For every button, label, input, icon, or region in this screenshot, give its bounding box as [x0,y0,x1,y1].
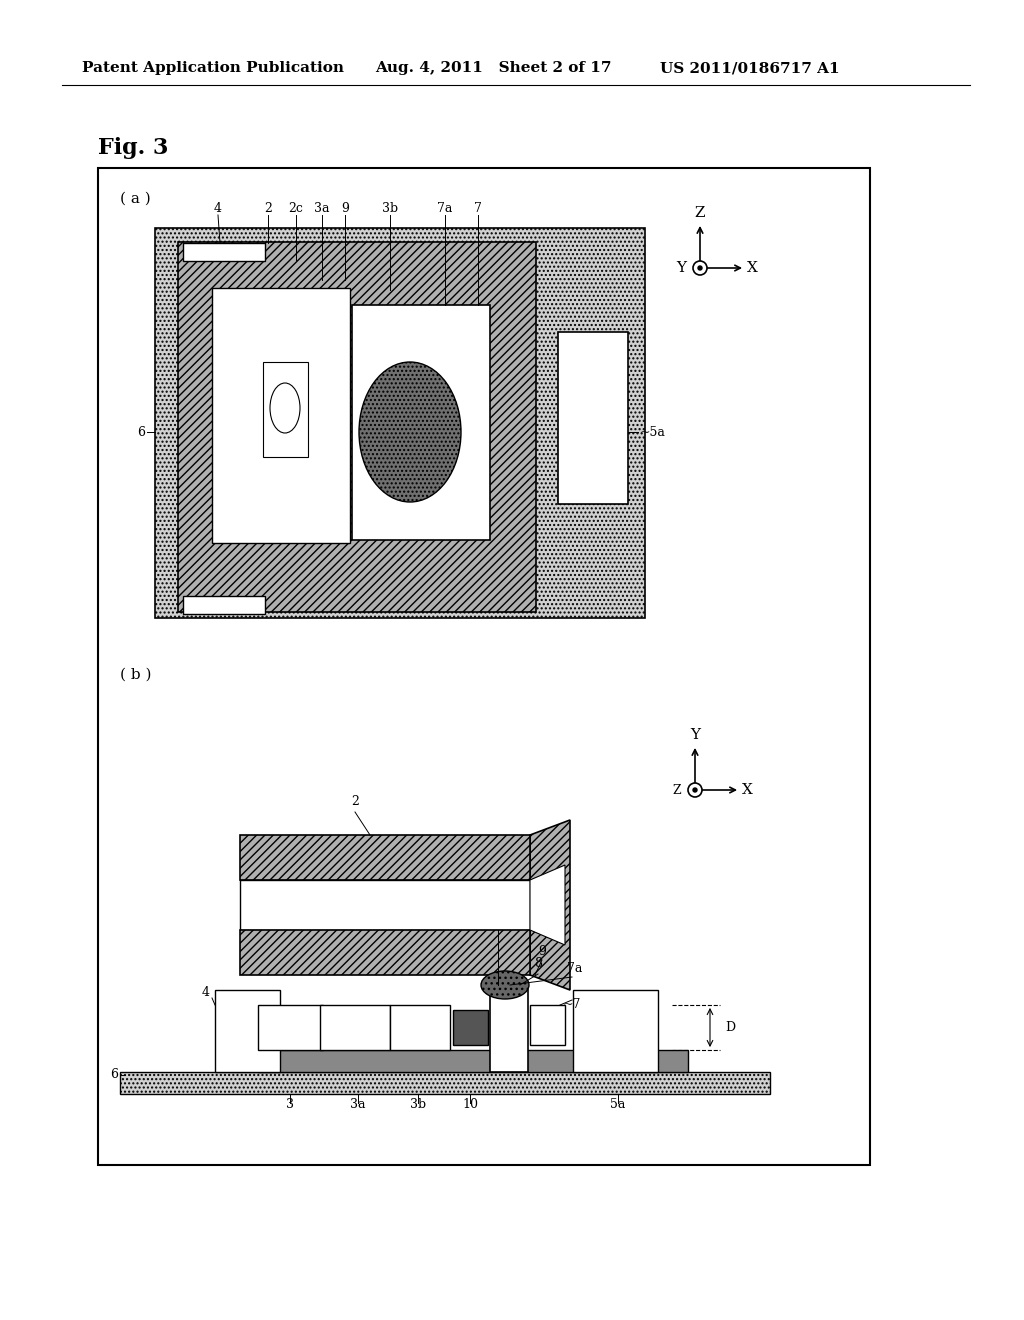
Text: ~7: ~7 [563,998,582,1011]
Bar [573,990,658,1072]
Bar [240,931,530,975]
Text: 2c: 2c [289,202,303,215]
Ellipse shape [481,972,529,999]
Text: 2: 2 [264,202,272,215]
Text: 3b: 3b [410,1098,426,1111]
Text: US 2011/0186717 A1: US 2011/0186717 A1 [660,61,840,75]
Bar [258,1005,323,1049]
Text: 4: 4 [202,986,210,998]
Ellipse shape [693,788,697,792]
Text: ~5a: ~5a [640,425,666,438]
Bar [215,990,280,1072]
Bar [530,1005,565,1045]
Text: 3a: 3a [314,202,330,215]
Bar [352,305,490,540]
Text: 3a: 3a [350,1098,366,1111]
Text: Z: Z [673,784,681,796]
Bar [263,362,308,457]
Text: 8: 8 [534,957,542,970]
Text: ( b ): ( b ) [120,668,152,682]
Text: 7a: 7a [567,962,583,975]
Text: 4: 4 [214,202,222,215]
Text: 10: 10 [462,1098,478,1111]
Bar [155,228,645,618]
Ellipse shape [698,267,702,271]
Text: 5a: 5a [610,1098,626,1111]
Text: 7: 7 [474,202,482,215]
Ellipse shape [693,261,707,275]
Ellipse shape [688,783,702,797]
Text: D: D [725,1020,735,1034]
Text: Aug. 4, 2011   Sheet 2 of 17: Aug. 4, 2011 Sheet 2 of 17 [375,61,611,75]
Text: 3: 3 [286,1098,294,1111]
Text: 9: 9 [538,945,546,958]
Bar [212,288,350,543]
Text: X: X [746,261,758,275]
Bar [178,242,536,612]
Text: 6: 6 [137,425,145,438]
Bar [319,1005,390,1049]
Text: Y: Y [690,729,700,742]
Bar [453,1010,488,1045]
Text: Patent Application Publication: Patent Application Publication [82,61,344,75]
Text: 3b: 3b [382,202,398,215]
Bar [240,880,530,931]
Bar [558,333,628,504]
Text: 7a: 7a [437,202,453,215]
Text: X: X [741,783,753,797]
Text: Y: Y [676,261,686,275]
Polygon shape [530,865,565,945]
Bar [98,168,870,1166]
Bar [490,990,528,1072]
Bar [258,1049,688,1072]
Text: Fig. 3: Fig. 3 [98,137,168,158]
Bar [390,1005,450,1049]
Ellipse shape [359,362,461,502]
Bar [240,836,530,880]
Text: 2: 2 [351,795,359,808]
Text: 9: 9 [341,202,349,215]
Polygon shape [530,820,570,990]
Text: Z: Z [694,206,706,220]
Bar [183,597,265,614]
Bar [183,243,265,261]
Text: ( a ): ( a ) [120,191,151,206]
Text: 6: 6 [110,1068,118,1081]
Bar [120,1072,770,1094]
Ellipse shape [270,383,300,433]
